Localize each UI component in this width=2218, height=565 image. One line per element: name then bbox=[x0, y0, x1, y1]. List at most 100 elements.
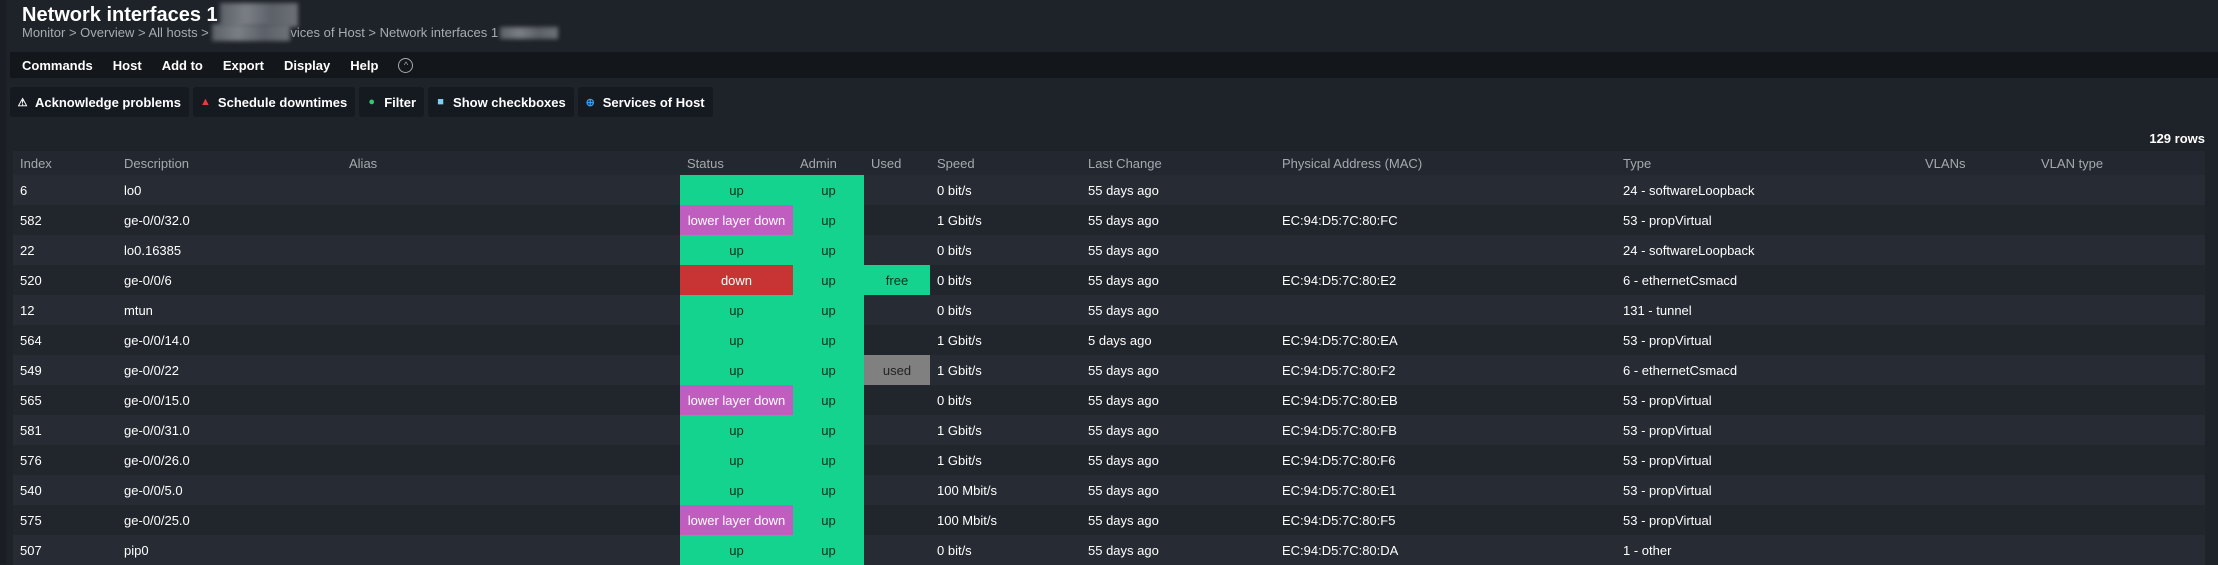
filter-button[interactable]: ● Filter bbox=[359, 87, 425, 117]
cell-index: 22 bbox=[13, 235, 117, 265]
menu-help[interactable]: Help bbox=[350, 57, 379, 73]
cell-desc[interactable]: ge-0/0/6 bbox=[117, 265, 342, 295]
column-header[interactable]: Description bbox=[117, 151, 342, 175]
cell-used bbox=[864, 505, 930, 535]
table-row[interactable]: 12 mtun up up 0 bit/s 55 days ago 131 - tunnel bbox=[13, 295, 2205, 325]
cell-admin: up bbox=[793, 205, 864, 235]
cell-change: 55 days ago bbox=[1081, 205, 1275, 235]
table-row[interactable]: 576 ge-0/0/26.0 up up 1 Gbit/s 55 days ago EC:… bbox=[13, 445, 2205, 475]
column-header[interactable]: Physical Address (MAC) bbox=[1275, 151, 1616, 175]
table-row[interactable]: 549 ge-0/0/22 up up used 1 Gbit/s 55 days ago E… bbox=[13, 355, 2205, 385]
cell-speed: 1 Gbit/s bbox=[930, 415, 1081, 445]
column-header[interactable]: Used bbox=[864, 151, 930, 175]
cell-status: up bbox=[680, 325, 793, 355]
cell-type: 1 - other bbox=[1616, 535, 1918, 565]
cell-desc[interactable]: ge-0/0/5.0 bbox=[117, 475, 342, 505]
table-row[interactable]: 540 ge-0/0/5.0 up up 100 Mbit/s 55 days ago EC… bbox=[13, 475, 2205, 505]
column-header[interactable]: Status bbox=[680, 151, 793, 175]
menu-host[interactable]: Host bbox=[112, 57, 142, 73]
table-row[interactable]: 507 pip0 up up 0 bit/s 55 days ago EC:94:D5:7C… bbox=[13, 535, 2205, 565]
column-header[interactable]: VLANs bbox=[1918, 151, 2034, 175]
cell-used bbox=[864, 385, 930, 415]
button-label: Services of Host bbox=[602, 94, 705, 110]
table-row[interactable]: 564 ge-0/0/14.0 up up 1 Gbit/s 5 days ago EC:9… bbox=[13, 325, 2205, 355]
table-row[interactable]: 582 ge-0/0/32.0 lower layer down up 1 Gbit/s… bbox=[13, 205, 2205, 235]
cell-change: 55 days ago bbox=[1081, 235, 1275, 265]
column-header[interactable]: VLAN type bbox=[2034, 151, 2205, 175]
table-row[interactable]: 520 ge-0/0/6 down up free 0 bit/s 55 days ago E… bbox=[13, 265, 2205, 295]
cell-alias bbox=[342, 535, 680, 565]
cell-speed: 100 Mbit/s bbox=[930, 475, 1081, 505]
traffic-cone-icon: ▲ bbox=[199, 96, 211, 108]
button-label: Schedule downtimes bbox=[217, 94, 348, 110]
cell-index: 549 bbox=[13, 355, 117, 385]
cell-desc[interactable]: ge-0/0/15.0 bbox=[117, 385, 342, 415]
cell-status: lower layer down bbox=[680, 385, 793, 415]
cell-desc[interactable]: pip0 bbox=[117, 535, 342, 565]
cell-speed: 1 Gbit/s bbox=[930, 205, 1081, 235]
cell-desc[interactable]: ge-0/0/22 bbox=[117, 355, 342, 385]
cell-status: up bbox=[680, 535, 793, 565]
menu-bar: Commands Host Add to Export Display Help ^ bbox=[10, 52, 2218, 78]
acknowledge-problems-button[interactable]: ⚠ Acknowledge problems bbox=[10, 87, 189, 117]
cell-used bbox=[864, 295, 930, 325]
services-of-host-button[interactable]: ⊕ Services of Host bbox=[577, 87, 713, 117]
cell-desc[interactable]: lo0 bbox=[117, 175, 342, 205]
column-header[interactable]: Last Change bbox=[1081, 151, 1275, 175]
cell-change: 55 days ago bbox=[1081, 535, 1275, 565]
cell-alias bbox=[342, 415, 680, 445]
column-header[interactable]: Admin bbox=[793, 151, 864, 175]
cell-alias bbox=[342, 265, 680, 295]
column-header[interactable]: Type bbox=[1616, 151, 1918, 175]
table-row[interactable]: 575 ge-0/0/25.0 lower layer down up 100 Mbit… bbox=[13, 505, 2205, 535]
cell-desc[interactable]: ge-0/0/25.0 bbox=[117, 505, 342, 535]
cell-admin: up bbox=[793, 235, 864, 265]
column-header[interactable]: Alias bbox=[342, 151, 680, 175]
column-header[interactable]: Speed bbox=[930, 151, 1081, 175]
cell-status: lower layer down bbox=[680, 205, 793, 235]
cell-change: 55 days ago bbox=[1081, 265, 1275, 295]
cell-desc[interactable]: ge-0/0/31.0 bbox=[117, 415, 342, 445]
cell-alias bbox=[342, 475, 680, 505]
warning-icon: ⚠ bbox=[17, 96, 28, 109]
table-row[interactable]: 565 ge-0/0/15.0 lower layer down up 0 bit/s 5… bbox=[13, 385, 2205, 415]
cell-change: 55 days ago bbox=[1081, 295, 1275, 325]
cell-alias bbox=[342, 385, 680, 415]
menu-add-to[interactable]: Add to bbox=[161, 57, 203, 73]
cell-change: 55 days ago bbox=[1081, 445, 1275, 475]
cell-mac: EC:94:D5:7C:80:FC bbox=[1275, 205, 1616, 235]
cell-alias bbox=[342, 235, 680, 265]
breadcrumb: Monitor > Overview > All hosts > vices o… bbox=[22, 24, 559, 41]
cell-change: 5 days ago bbox=[1081, 325, 1275, 355]
breadcrumb-end[interactable]: vices of Host > Network interfaces 1 bbox=[290, 25, 499, 40]
button-label: Filter bbox=[384, 94, 417, 110]
cell-alias bbox=[342, 205, 680, 235]
cell-status: up bbox=[680, 235, 793, 265]
cell-desc[interactable]: lo0.16385 bbox=[117, 235, 342, 265]
cell-type: 53 - propVirtual bbox=[1616, 325, 1918, 355]
show-checkboxes-button[interactable]: ■ Show checkboxes bbox=[428, 87, 574, 117]
table-row[interactable]: 581 ge-0/0/31.0 up up 1 Gbit/s 55 days ago EC:… bbox=[13, 415, 2205, 445]
schedule-downtimes-button[interactable]: ▲ Schedule downtimes bbox=[192, 87, 356, 117]
breadcrumb-start[interactable]: Monitor > Overview > All hosts > bbox=[22, 25, 213, 40]
table-row[interactable]: 6 lo0 up up 0 bit/s 55 days ago 24 - softwareL… bbox=[13, 175, 2205, 205]
cell-vlans bbox=[1918, 505, 2034, 535]
cell-status: up bbox=[680, 415, 793, 445]
cell-vlantype bbox=[2034, 325, 2205, 355]
cell-desc[interactable]: mtun bbox=[117, 295, 342, 325]
cell-desc[interactable]: ge-0/0/26.0 bbox=[117, 445, 342, 475]
cell-desc[interactable]: ge-0/0/14.0 bbox=[117, 325, 342, 355]
cell-vlantype bbox=[2034, 475, 2205, 505]
menu-display[interactable]: Display bbox=[284, 57, 331, 73]
cell-used bbox=[864, 175, 930, 205]
menu-export[interactable]: Export bbox=[222, 57, 265, 73]
cell-speed: 0 bit/s bbox=[930, 235, 1081, 265]
collapse-menu-icon[interactable]: ^ bbox=[398, 57, 414, 73]
cell-admin: up bbox=[793, 445, 864, 475]
menu-commands[interactable]: Commands bbox=[22, 57, 93, 73]
column-header[interactable]: Index bbox=[13, 151, 117, 175]
cell-desc[interactable]: ge-0/0/32.0 bbox=[117, 205, 342, 235]
cell-speed: 1 Gbit/s bbox=[930, 325, 1081, 355]
table-row[interactable]: 22 lo0.16385 up up 0 bit/s 55 days ago 24 - so… bbox=[13, 235, 2205, 265]
cell-index: 576 bbox=[13, 445, 117, 475]
